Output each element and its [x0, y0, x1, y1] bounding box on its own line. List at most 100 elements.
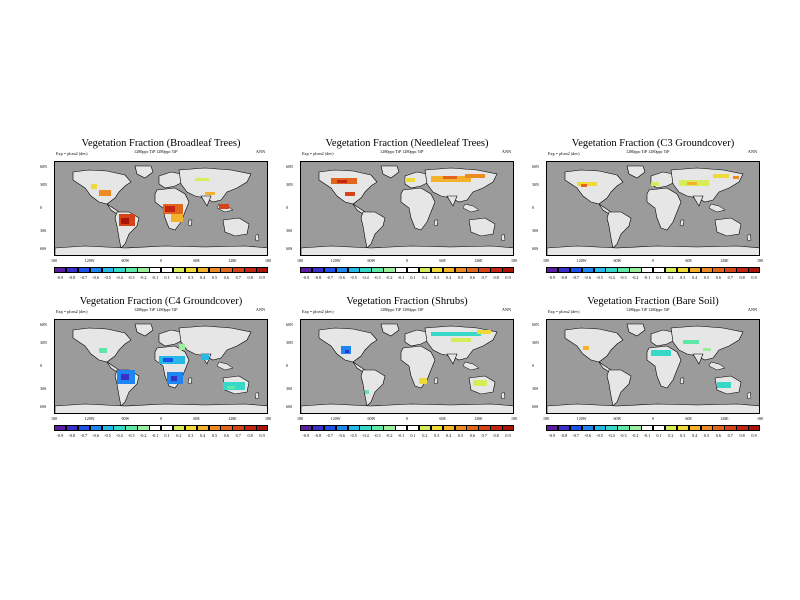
- colorbar-label: -0.9: [548, 275, 556, 280]
- colorbar-label: -0.9: [302, 433, 310, 438]
- colorbar: [546, 267, 761, 273]
- colorbar-swatch: [311, 425, 325, 431]
- lon-tick-label: 180: [757, 416, 763, 421]
- colorbar-label: 0.5: [703, 275, 710, 280]
- concentration-label: 1280ppc TiP 1280ppc TiP: [626, 149, 670, 154]
- colorbar-label: -0.3: [373, 433, 381, 438]
- lat-tick-label: 0: [532, 205, 534, 210]
- colorbar-label: -0.2: [139, 433, 147, 438]
- colorbar-label: -0.2: [385, 433, 393, 438]
- colorbar-swatch: [664, 267, 678, 273]
- colorbar-label: -0.1: [643, 433, 651, 438]
- lon-tick-label: 180: [297, 416, 303, 421]
- colorbar-swatch: [184, 425, 198, 431]
- case-label: Exp = plcm2 (dev): [302, 309, 334, 314]
- map-area: [300, 161, 514, 256]
- colorbar-label: -0.4: [362, 275, 369, 280]
- colorbar-swatch: [101, 425, 114, 431]
- lat-tick-label: 30S: [286, 228, 293, 233]
- colorbar-label: 0.7: [727, 275, 733, 280]
- period-label: ANN: [501, 307, 511, 312]
- colorbar-swatch: [220, 425, 233, 431]
- colorbar-swatch: [688, 267, 702, 273]
- colorbar-label: -0.1: [397, 433, 405, 438]
- colorbar-label: -0.6: [584, 433, 591, 438]
- colorbar-label: 0.3: [188, 275, 194, 280]
- lon-tick-label: 180: [297, 258, 303, 263]
- lat-tick-label: 60N: [40, 322, 47, 327]
- colorbar-swatch: [454, 267, 467, 273]
- colorbar-label: 0.6: [715, 433, 721, 438]
- colorbar-label: -0.7: [326, 275, 334, 280]
- colorbar-swatch: [383, 425, 396, 431]
- colorbar-swatch: [557, 267, 571, 273]
- colorbar-swatch: [569, 425, 583, 431]
- panel-c3-groundcover: Vegetation Fraction (C3 Groundcover) Exp…: [532, 138, 763, 283]
- colorbar-label: -0.2: [631, 433, 639, 438]
- colorbar-label: 0.8: [493, 275, 499, 280]
- colorbar-label: 0.3: [434, 433, 440, 438]
- colorbar-label: -0.9: [56, 433, 64, 438]
- colorbar-label: -0.9: [548, 433, 556, 438]
- colorbar-label: -0.6: [92, 275, 99, 280]
- colorbar-label: -0.9: [56, 275, 64, 280]
- lat-tick-label: 60S: [532, 246, 539, 251]
- colorbar-label: -0.4: [362, 433, 369, 438]
- colorbar-label: 0.5: [457, 275, 464, 280]
- period-label: ANN: [747, 307, 757, 312]
- colorbar-swatch: [557, 425, 571, 431]
- colorbar-label: -0.3: [127, 433, 135, 438]
- colorbar-swatch: [113, 267, 126, 273]
- colorbar-swatch: [676, 267, 690, 273]
- colorbar-label: 0.9: [751, 433, 757, 438]
- map-area: [546, 161, 760, 256]
- colorbar-label: 0.1: [410, 433, 416, 438]
- case-label: Exp = plcm2 (dev): [548, 309, 580, 314]
- lat-tick-label: 0: [286, 205, 288, 210]
- colorbar-label: -0.8: [68, 433, 76, 438]
- colorbar-label: -0.3: [373, 275, 381, 280]
- colorbar-label: 0.2: [668, 433, 674, 438]
- lon-tick-label: 60E: [439, 416, 446, 421]
- colorbar-swatch: [208, 267, 221, 273]
- period-label: ANN: [747, 149, 757, 154]
- colorbar-swatch: [335, 425, 349, 431]
- colorbar-swatch: [161, 425, 174, 431]
- lon-tick-label: 0: [406, 416, 408, 421]
- colorbar-swatch: [430, 267, 444, 273]
- colorbar-swatch: [371, 425, 384, 431]
- colorbar-swatch: [478, 425, 491, 431]
- colorbar-label: -0.7: [326, 433, 334, 438]
- colorbar-label: -0.2: [631, 275, 639, 280]
- colorbar-swatch: [65, 425, 79, 431]
- period-label: ANN: [255, 307, 265, 312]
- lon-tick-label: 120W: [330, 258, 341, 263]
- colorbar-label: 0.6: [469, 433, 475, 438]
- colorbar-swatch: [605, 425, 618, 431]
- lat-tick-label: 60N: [532, 164, 539, 169]
- colorbar-label: 0.4: [691, 275, 698, 280]
- lat-tick-label: 30S: [40, 386, 47, 391]
- colorbar-swatch: [208, 425, 221, 431]
- panel-title: Vegetation Fraction (Broadleaf Trees): [81, 138, 241, 149]
- colorbar-label: -0.4: [608, 275, 615, 280]
- colorbar: [300, 267, 515, 273]
- colorbar-swatch: [724, 425, 737, 431]
- colorbar-label: 0.4: [691, 433, 698, 438]
- lat-tick-label: 30N: [40, 340, 47, 345]
- lat-tick-label: 30N: [286, 340, 293, 345]
- concentration-label: 1280ppc TiP 1280ppc TiP: [626, 307, 670, 312]
- colorbar-swatch: [418, 267, 432, 273]
- colorbar-label: 0.6: [223, 433, 229, 438]
- colorbar-label: 0.9: [505, 433, 511, 438]
- colorbar-swatch: [359, 267, 372, 273]
- colorbar-swatch: [89, 267, 103, 273]
- colorbar-swatch: [101, 267, 114, 273]
- lon-tick-label: 180: [511, 258, 517, 263]
- colorbar-label: 0.3: [680, 433, 686, 438]
- panel-c4-groundcover: Vegetation Fraction (C4 Groundcover) Exp…: [40, 296, 271, 441]
- colorbar-label: 0.1: [410, 275, 416, 280]
- lat-tick-label: 0: [40, 205, 42, 210]
- colorbar-label: -0.5: [104, 433, 111, 438]
